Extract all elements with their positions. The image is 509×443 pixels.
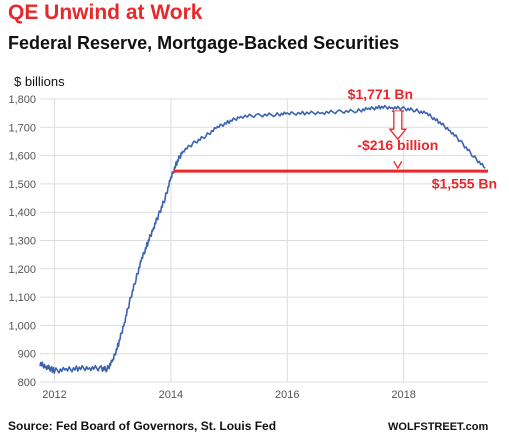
y-tick-label: 1,500 xyxy=(8,179,36,191)
y-tick-label: 1,100 xyxy=(8,292,36,304)
annotation-peak-value: $1,771 Bn xyxy=(348,86,413,102)
y-tick-label: 1,700 xyxy=(8,122,36,134)
y-tick-label: 1,600 xyxy=(8,151,36,163)
x-tick-label: 2016 xyxy=(275,389,299,401)
y-tick-label: 800 xyxy=(18,377,36,389)
credit-label: WOLFSTREET.com xyxy=(388,421,489,433)
annotation-current-value: $1,555 Bn xyxy=(432,175,497,191)
x-tick-label: 2014 xyxy=(159,389,183,401)
x-tick-label: 2012 xyxy=(42,389,66,401)
y-tick-label: 1,000 xyxy=(8,320,36,332)
source-note: Source: Fed Board of Governors, St. Loui… xyxy=(8,419,277,433)
series-line-mbs xyxy=(39,104,486,374)
annotation-decline: -$216 billion xyxy=(357,137,438,153)
y-tick-label: 1,200 xyxy=(8,264,36,276)
arrow-tip-icon xyxy=(393,160,403,170)
y-tick-label: 1,800 xyxy=(8,94,36,106)
down-arrow-icon xyxy=(388,111,408,141)
y-axis-unit-label: $ billions xyxy=(14,74,65,89)
y-tick-label: 1,400 xyxy=(8,207,36,219)
x-tick-label: 2018 xyxy=(391,389,415,401)
y-tick-label: 900 xyxy=(18,349,36,361)
chart-subtitle: Federal Reserve, Mortgage-Backed Securit… xyxy=(8,33,400,53)
chart-title: QE Unwind at Work xyxy=(8,1,203,24)
y-tick-label: 1,300 xyxy=(8,236,36,248)
